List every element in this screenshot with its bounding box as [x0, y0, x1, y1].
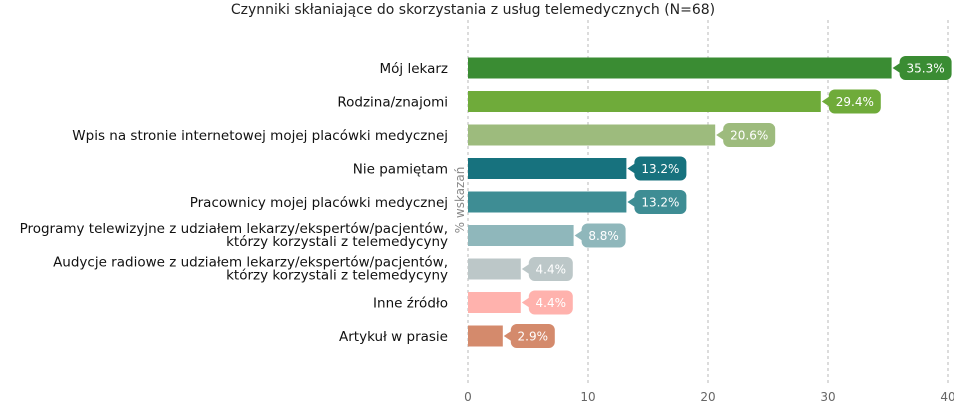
bar-2 [468, 124, 716, 146]
data-label-3: 13.2% [627, 156, 687, 181]
bar-0 [468, 57, 892, 79]
data-label-text-6: 4.4% [536, 263, 567, 277]
data-label-pointer-4 [627, 196, 637, 208]
x-tick-label-0: 0 [464, 390, 472, 401]
category-label-7: Inne źródło [373, 296, 448, 312]
x-tick-label-30: 30 [820, 390, 835, 401]
category-label-8: Artykuł w prasie [339, 329, 448, 345]
data-label-text-3: 13.2% [641, 162, 679, 176]
data-label-box-6 [528, 257, 573, 281]
chart-title: Czynniki skłaniające do skorzystania z u… [231, 2, 715, 18]
data-label-pointer-0 [892, 62, 902, 74]
data-label-text-8: 2.9% [518, 330, 549, 344]
data-label-pointer-8 [503, 330, 513, 342]
data-label-pointer-3 [627, 162, 637, 175]
data-label-box-4 [634, 190, 687, 214]
data-label-0: 35.3% [892, 56, 952, 80]
y-axis-label: % wskazań [453, 167, 467, 234]
category-label-0: Mój lekarz [380, 61, 449, 77]
bar-4 [468, 191, 627, 213]
data-label-5: 8.8% [574, 223, 626, 248]
data-label-box-2 [723, 123, 776, 147]
category-label-6-line-0: Audycje radiowe z udziałem lekarzy/ekspe… [53, 255, 448, 271]
bar-6 [468, 258, 521, 280]
category-label-2: Wpis na stronie internetowej mojej placó… [72, 128, 448, 144]
data-label-pointer-7 [521, 296, 531, 309]
x-axis-ticks: 0 10 20 30 40 [464, 390, 954, 401]
bar-8 [468, 325, 503, 347]
bars [468, 57, 892, 347]
x-tick-label-10: 10 [580, 390, 595, 401]
category-label-4: Pracownicy mojej placówki medycznej [190, 195, 448, 211]
category-label-1: Rodzina/znajomi [337, 95, 448, 111]
data-label-text-0: 35.3% [907, 62, 945, 76]
category-labels: Mój lekarz Rodzina/znajomi Wpis na stronie… [20, 61, 448, 345]
category-label-5-line-1: którzy korzystali z telemedycyny [226, 234, 448, 250]
bar-1 [468, 91, 821, 112]
data-label-text-1: 29.4% [836, 95, 874, 109]
category-label-6-line-1: którzy korzystali z telemedycyny [226, 268, 448, 284]
bar-7 [468, 292, 521, 313]
bar-3 [468, 158, 627, 179]
data-label-pointer-2 [716, 129, 726, 141]
data-label-8: 2.9% [503, 324, 555, 348]
data-label-text-5: 8.8% [588, 229, 619, 243]
data-label-pointer-1 [821, 95, 831, 108]
data-labels: 35.3% 29.4% 20.6% 13.2% 13.2% 8.8% 4.4% 4.4% 2.9… [503, 56, 952, 348]
data-label-text-4: 13.2% [641, 196, 679, 210]
data-label-box-7 [528, 290, 573, 315]
data-label-box-8 [510, 324, 555, 348]
x-tick-label-40: 40 [940, 390, 954, 401]
data-label-4: 13.2% [627, 190, 687, 214]
data-label-box-3 [634, 156, 687, 181]
data-label-7: 4.4% [521, 290, 573, 315]
x-tick-label-20: 20 [700, 390, 715, 401]
data-label-2: 20.6% [716, 123, 776, 147]
data-label-text-7: 4.4% [536, 296, 567, 310]
data-label-box-5 [581, 223, 626, 248]
data-label-text-2: 20.6% [730, 129, 768, 143]
data-label-pointer-5 [574, 229, 584, 242]
data-label-box-1 [828, 89, 881, 114]
data-label-6: 4.4% [521, 257, 573, 281]
data-label-1: 29.4% [821, 89, 881, 114]
category-label-3: Nie pamiętam [353, 162, 448, 178]
bar-5 [468, 225, 574, 246]
category-label-5-line-0: Programy telewizyjne z udziałem lekarzy/… [20, 221, 448, 237]
data-label-box-0 [899, 56, 952, 80]
data-label-pointer-6 [521, 263, 531, 275]
